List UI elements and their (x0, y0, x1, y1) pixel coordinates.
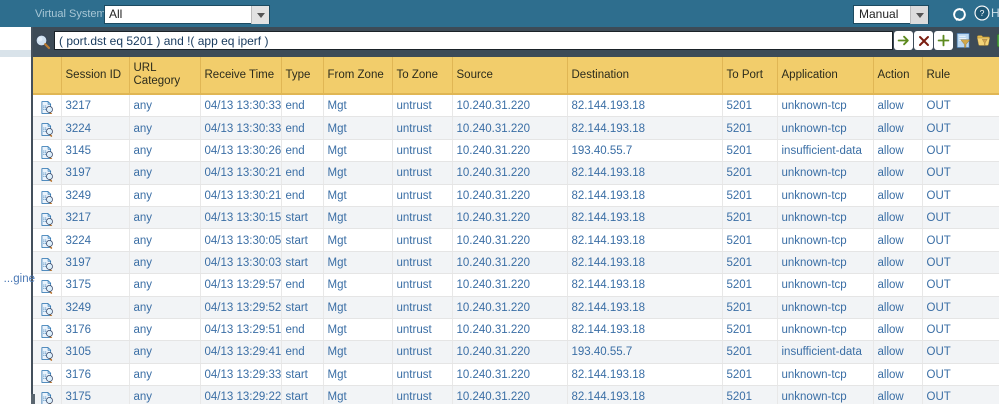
svg-text:?: ? (980, 8, 985, 18)
